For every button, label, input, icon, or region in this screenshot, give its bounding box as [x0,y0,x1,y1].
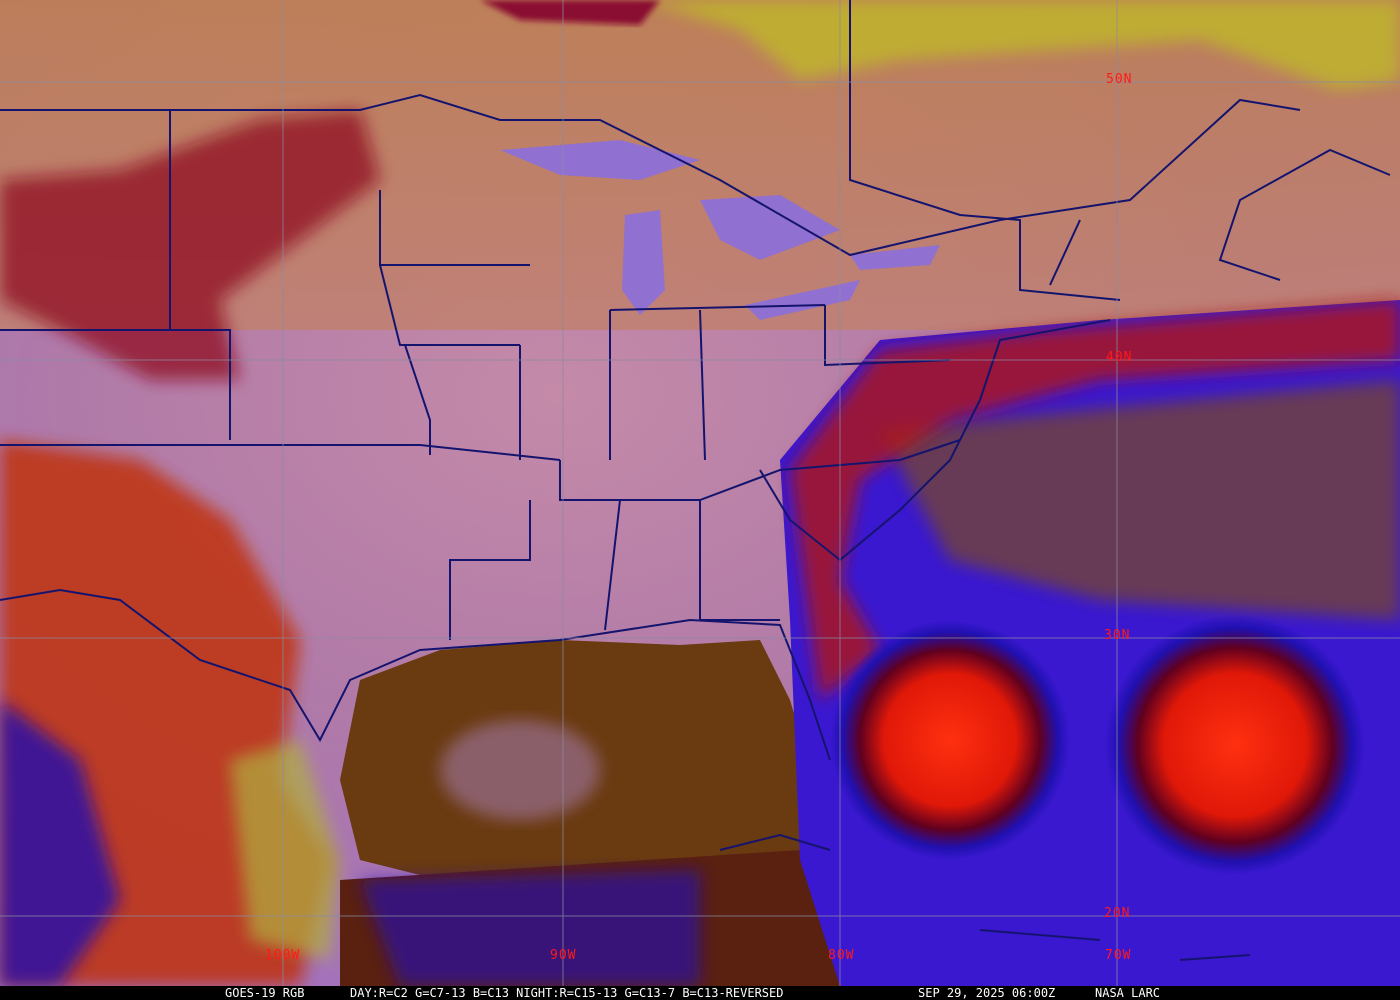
lon-label-70w: 70W [1105,948,1132,963]
lat-label-20n: 20N [1104,906,1131,921]
political-boundaries [0,0,1391,961]
hurricane-west [830,620,1070,860]
atlantic-dry-area [880,380,1400,620]
satellite-name: GOES-19 RGB [225,986,305,1000]
hurricane-east [1105,615,1365,875]
yellow-cloud-patch [230,740,340,960]
pacific-area [0,700,120,986]
western-cloud-region [0,110,380,380]
gulf-cloud-swirl [440,720,600,820]
credit: NASA LARC [1095,986,1161,1000]
northern-cloud-band [640,0,1400,90]
lake-ontario [850,245,940,270]
lake-michigan [622,210,665,315]
timestamp: SEP 29, 2025 06:00Z [918,986,1056,1000]
lake-superior [500,140,700,180]
lon-label-90w: 90W [550,948,577,963]
lat-label-30n: 30N [1104,628,1131,643]
caption-bar: GOES-19 RGB DAY:R=C2 G=C7-13 B=C13 NIGHT… [0,986,1400,1000]
frontal-cloud-band [790,300,1400,700]
lon-label-80w: 80W [828,948,855,963]
lon-label-100w: 100W [265,948,301,963]
lat-label-40n: 40N [1106,350,1133,365]
southern-low-clouds [360,870,700,986]
cloud-patch [480,0,660,25]
lat-label-50n: 50N [1106,72,1133,87]
lake-erie [745,280,860,320]
rgb-recipe: DAY:R=C2 G=C7-13 B=C13 NIGHT:R=C15-13 G=… [350,986,784,1000]
lake-huron [700,195,840,260]
